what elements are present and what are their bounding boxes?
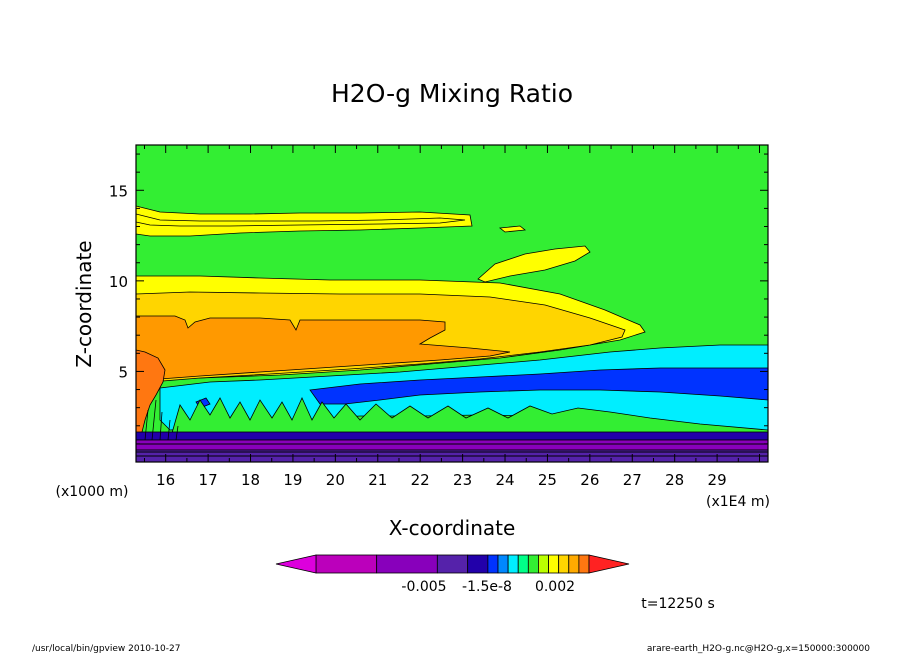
colorbar-low-arrow bbox=[275, 554, 317, 574]
x-tick-label: 22 bbox=[411, 471, 430, 489]
x-tick-label: 28 bbox=[665, 471, 684, 489]
colorbar-swatch bbox=[315, 554, 378, 574]
x-tick-label: 26 bbox=[580, 471, 599, 489]
footer-left: /usr/local/bin/gpview 2010-10-27 bbox=[32, 644, 180, 654]
colorbar-label-1: -0.005 bbox=[401, 579, 446, 595]
colorbar-swatch bbox=[568, 554, 580, 574]
x-tick-labels: 16 17 18 19 20 21 22 23 24 25 26 27 28 29 bbox=[156, 471, 727, 489]
colorbar-swatch bbox=[517, 554, 529, 574]
contour-yellow-small bbox=[498, 225, 527, 233]
footer-right: arare-earth_H2O-g.nc@H2O-g,x=150000:3000… bbox=[647, 644, 870, 654]
contour-deep-band bbox=[136, 431, 768, 441]
colorbar-label-3: 0.002 bbox=[535, 579, 575, 595]
x-tick-label: 24 bbox=[495, 471, 514, 489]
colorbar bbox=[275, 554, 630, 574]
time-label: t=12250 s bbox=[641, 596, 715, 612]
axis-ticks bbox=[136, 145, 768, 462]
x-tick-label: 25 bbox=[538, 471, 557, 489]
chart-title: H2O-g Mixing Ratio bbox=[331, 79, 573, 108]
colorbar-swatch bbox=[436, 554, 469, 574]
colorbar-swatch bbox=[558, 554, 570, 574]
y-tick-labels: 5 10 15 bbox=[109, 182, 128, 381]
colorbar-swatch bbox=[548, 554, 560, 574]
x-tick-label: 19 bbox=[283, 471, 302, 489]
contour-yellow-upper-2 bbox=[136, 213, 466, 227]
colorbar-swatch bbox=[467, 554, 489, 574]
colorbar-swatch bbox=[487, 554, 499, 574]
x-unit-left: (x1000 m) bbox=[56, 484, 129, 500]
colorbar-high-arrow bbox=[588, 554, 630, 574]
colorbar-swatch bbox=[507, 554, 519, 574]
contour-vertical-plumes bbox=[144, 399, 179, 441]
contour-orange-band bbox=[136, 315, 511, 383]
x-tick-label: 27 bbox=[623, 471, 642, 489]
x-tick-label: 16 bbox=[156, 471, 175, 489]
x-axis-label: X-coordinate bbox=[389, 516, 516, 540]
y-tick-label: 5 bbox=[118, 363, 128, 381]
x-unit-right: (x1E4 m) bbox=[706, 494, 770, 510]
x-tick-label: 23 bbox=[453, 471, 472, 489]
contour-blue-band bbox=[309, 367, 768, 405]
contour-yellow-mid bbox=[477, 245, 591, 283]
x-tick-label: 18 bbox=[241, 471, 260, 489]
x-tick-label: 21 bbox=[368, 471, 387, 489]
x-tick-label: 29 bbox=[708, 471, 727, 489]
colorbar-swatch bbox=[376, 554, 438, 574]
y-axis-label: Z-coordinate bbox=[72, 240, 96, 367]
x-tick-label: 20 bbox=[326, 471, 345, 489]
contour-bottom-stripes bbox=[136, 443, 768, 457]
contour-green-spikes bbox=[169, 397, 768, 441]
plot-frame bbox=[135, 144, 769, 463]
y-tick-label: 10 bbox=[109, 273, 128, 291]
colorbar-swatch bbox=[497, 554, 509, 574]
colorbar-swatch bbox=[538, 554, 549, 574]
colorbar-swatch bbox=[527, 554, 539, 574]
contour-purple-band bbox=[136, 439, 768, 451]
colorbar-swatch bbox=[578, 554, 590, 574]
colorbar-label-2: -1.5e-8 bbox=[462, 579, 512, 595]
y-tick-label: 15 bbox=[109, 182, 128, 200]
contour-field bbox=[136, 145, 768, 462]
x-tick-label: 17 bbox=[199, 471, 218, 489]
